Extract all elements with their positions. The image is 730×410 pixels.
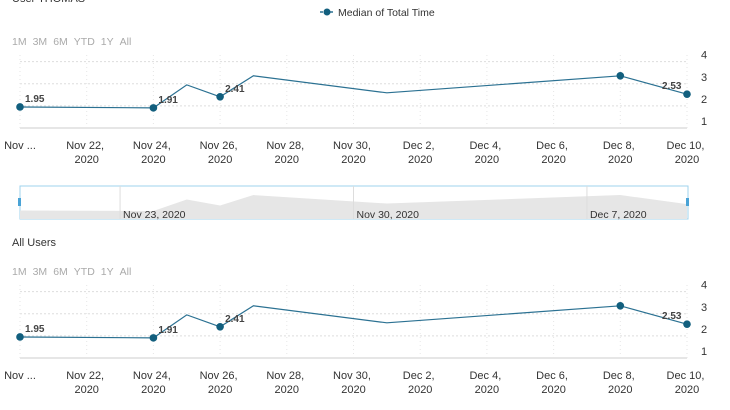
range-button[interactable]: 6M <box>53 266 68 278</box>
range-button[interactable]: 1M <box>12 266 27 278</box>
navigator-tick-label: Nov 23, 2020 <box>123 209 186 221</box>
data-label: 1.95 <box>25 324 45 335</box>
x-tick-label: Nov ... <box>4 140 36 152</box>
x-tick-label: Dec 2, 2020 <box>403 140 438 166</box>
navigator-handle[interactable] <box>18 198 21 206</box>
data-point <box>216 93 224 101</box>
data-point <box>216 323 224 331</box>
range-button[interactable]: 1Y <box>101 266 114 278</box>
x-tick-label: Nov 26, 2020 <box>200 370 241 396</box>
series-line <box>19 305 688 339</box>
y-tick-label: 3 <box>701 72 707 84</box>
navigator-tick-label: Dec 7, 2020 <box>590 209 647 221</box>
navigator-tick-label: Nov 30, 2020 <box>357 209 420 221</box>
data-point <box>683 320 691 328</box>
x-tick-label: Dec 10, 2020 <box>667 140 708 166</box>
data-point <box>16 103 24 111</box>
range-button[interactable]: 1Y <box>101 36 114 48</box>
range-button[interactable]: All <box>120 266 132 278</box>
data-label: 1.91 <box>158 95 178 106</box>
range-button[interactable]: 1M <box>12 36 27 48</box>
x-tick-label: Nov 24, 2020 <box>133 370 174 396</box>
data-point <box>149 104 158 112</box>
x-tick-label: Nov 26, 2020 <box>200 140 241 166</box>
data-label: 2.41 <box>225 84 245 95</box>
x-tick-label: Nov 22, 2020 <box>66 140 107 166</box>
x-tick-label: Nov 30, 2020 <box>333 370 374 396</box>
x-tick-label: Nov ... <box>4 370 36 382</box>
x-tick-label: Nov 28, 2020 <box>266 140 307 166</box>
y-tick-label: 4 <box>701 50 707 62</box>
y-tick-label: 2 <box>701 324 707 336</box>
x-tick-label: Dec 8, 2020 <box>603 370 638 396</box>
data-point <box>616 301 625 310</box>
x-tick-label: Dec 4, 2020 <box>469 140 504 166</box>
x-tick-label: Nov 28, 2020 <box>266 370 307 396</box>
range-button[interactable]: YTD <box>74 266 95 278</box>
data-label: 2.41 <box>225 314 245 325</box>
data-point <box>616 71 625 80</box>
series-line <box>19 75 688 109</box>
navigator-handle[interactable] <box>686 198 689 206</box>
y-tick-label: 4 <box>701 280 707 292</box>
data-label: 1.91 <box>158 325 178 336</box>
range-button[interactable]: 3M <box>33 266 48 278</box>
x-tick-label: Dec 2, 2020 <box>403 370 438 396</box>
x-tick-label: Dec 6, 2020 <box>536 140 571 166</box>
range-button[interactable]: YTD <box>74 36 95 48</box>
y-tick-label: 1 <box>701 116 707 128</box>
x-tick-label: Dec 6, 2020 <box>536 370 571 396</box>
y-tick-label: 1 <box>701 346 707 358</box>
x-tick-label: Nov 22, 2020 <box>66 370 107 396</box>
legend-label: Median of Total Time <box>338 7 435 19</box>
x-tick-label: Dec 4, 2020 <box>469 370 504 396</box>
x-tick-label: Dec 8, 2020 <box>603 140 638 166</box>
legend-marker <box>323 8 331 16</box>
x-tick-label: Nov 30, 2020 <box>333 140 374 166</box>
x-tick-label: Dec 10, 2020 <box>667 370 708 396</box>
y-tick-label: 3 <box>701 302 707 314</box>
data-point <box>683 90 691 98</box>
y-tick-label: 2 <box>701 94 707 106</box>
range-button[interactable]: 6M <box>53 36 68 48</box>
range-button[interactable]: All <box>120 36 132 48</box>
x-tick-label: Nov 24, 2020 <box>133 140 174 166</box>
data-label: 1.95 <box>25 94 45 105</box>
data-point <box>16 333 24 341</box>
range-button[interactable]: 3M <box>33 36 48 48</box>
data-label: 2.53 <box>662 81 682 92</box>
data-point <box>149 334 158 342</box>
section-title: All Users <box>12 237 57 249</box>
data-label: 2.53 <box>662 311 682 322</box>
section-title: User THOMAS <box>12 0 85 5</box>
